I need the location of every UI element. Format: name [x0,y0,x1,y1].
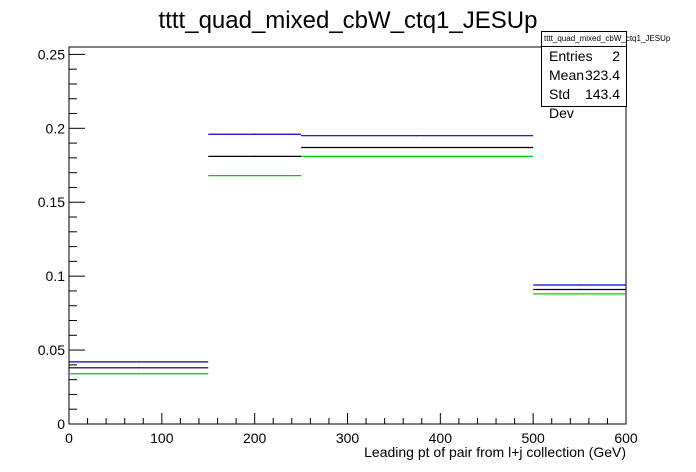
stats-row-mean: Mean 323.4 [542,66,626,85]
y-tick-label: 0.05 [38,342,65,358]
histogram-series-line [69,155,626,375]
stats-value: 143.4 [584,86,620,102]
x-tick-label: 500 [521,430,545,446]
x-tick-label: 300 [336,430,360,446]
stats-label: Entries [549,48,593,64]
histogram-series [69,133,626,375]
stats-box: tttt_quad_mixed_cbW_ctq1_JESUp Entries 2… [541,31,670,121]
histogram-series-line [69,133,626,363]
axis-ticks: 0 100 200 300 400 500 600 0 0.05 0.1 0.15 0.2 0.25 [38,46,638,446]
y-tick-label: 0.25 [38,46,65,62]
stats-value: 323.4 [584,67,620,83]
stats-label: Mean [549,67,585,83]
stats-row-stddev: Std Dev 143.4 [542,85,626,121]
x-tick-label: 400 [429,430,453,446]
x-tick-label: 600 [614,430,638,446]
y-tick-label: 0.15 [38,194,65,210]
y-tick-label: 0.1 [46,268,66,284]
stats-label: Std Dev [549,86,574,121]
chart-title: tttt_quad_mixed_cbW_ctq1_JESUp [159,7,538,34]
x-tick-label: 200 [243,430,267,446]
stats-row-entries: Entries 2 [542,47,626,66]
y-tick-label: 0.2 [46,120,66,136]
stats-value: 2 [612,48,620,64]
x-axis-label: Leading pt of pair from l+j collection (… [364,444,626,460]
histogram-series-line [69,146,626,369]
stats-box-title: tttt_quad_mixed_cbW_ctq1_JESUp [542,32,670,47]
x-tick-label: 100 [150,430,174,446]
x-tick-label: 0 [65,430,73,446]
y-tick-label: 0 [57,416,65,432]
